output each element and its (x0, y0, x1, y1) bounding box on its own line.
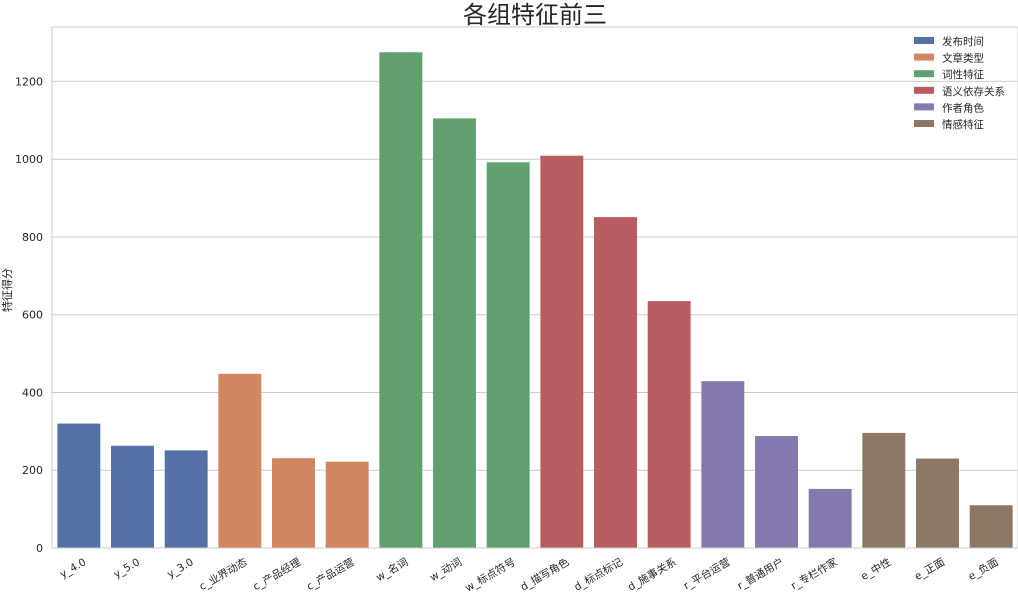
legend-label: 情感特征 (942, 118, 984, 131)
plot-frame (51, 26, 1018, 549)
x-tick-label: y_3.0 (165, 556, 195, 580)
bar (969, 505, 1013, 548)
x-tick-label: d_施事关系 (625, 555, 678, 593)
x-tick-label: y_4.0 (58, 556, 88, 580)
bar (701, 381, 745, 548)
bar (379, 52, 423, 548)
legend-swatch (914, 37, 934, 44)
legend-swatch (914, 70, 934, 78)
bar (755, 436, 798, 548)
bar (647, 301, 691, 548)
bar (916, 458, 959, 548)
x-tick-label: e_中性 (858, 555, 893, 583)
x-tick-label: d_标点标记 (572, 556, 625, 594)
bar (808, 488, 852, 548)
chart-title: 各组特征前三 (463, 1, 607, 29)
bar (218, 373, 262, 548)
bar (111, 445, 154, 548)
y-tick-label: 400 (22, 386, 43, 399)
legend-swatch (914, 120, 934, 127)
bar (325, 461, 369, 548)
legend-swatch (914, 86, 934, 94)
y-tick-label: 0 (36, 542, 43, 555)
x-tick-label: d_描写角色 (518, 555, 572, 593)
bar (164, 450, 208, 548)
x-tick-label: y_5.0 (112, 556, 142, 580)
legend-label: 语义依存关系 (942, 85, 1005, 98)
bar (57, 423, 101, 548)
bar (594, 217, 637, 549)
x-tick-labels: y_4.0 y_5.0 y_3.0 c_业界动态 c_产品经理 c_产品运营 w_名词 w_动… (58, 555, 1001, 594)
x-tick-label: r_专栏作家 (788, 555, 840, 592)
y-tick-label: 600 (22, 309, 43, 322)
y-tick-label: 200 (22, 464, 43, 477)
x-tick-label: c_产品经理 (251, 555, 304, 593)
bars (57, 52, 1013, 549)
y-axis-label: 特征得分 (0, 268, 14, 312)
x-tick-label: w_名词 (374, 555, 411, 584)
bar (272, 458, 315, 548)
legend-label: 发布时间 (942, 35, 984, 48)
x-tick-label: e_正面 (913, 556, 947, 583)
legend-label: 作者角色 (942, 101, 984, 114)
x-tick-label: r_平台运营 (681, 555, 732, 592)
legend-swatch (914, 53, 934, 61)
x-tick-label: c_产品运营 (304, 555, 356, 593)
grid-lines (52, 80, 1018, 471)
legend-swatch (914, 103, 934, 111)
y-tick-labels: 0 200 400 600 800 1000 1200 (15, 75, 43, 555)
x-tick-label: w_动词 (428, 556, 464, 584)
bar (862, 432, 906, 548)
bar (433, 118, 476, 549)
bar (486, 162, 530, 548)
y-tick-label: 1000 (15, 153, 43, 166)
x-tick-label: r_普通用户 (735, 555, 786, 592)
x-tick-label: e_负面 (966, 555, 1001, 583)
legend-label: 词性特征 (942, 68, 984, 81)
legend-label: 文章类型 (942, 52, 984, 65)
x-tick-label: w_标点符号 (463, 555, 518, 594)
y-tick-label: 1200 (15, 75, 43, 88)
bar (540, 155, 584, 549)
x-tick-label: c_业界动态 (197, 555, 250, 593)
y-tick-label: 800 (22, 231, 43, 244)
